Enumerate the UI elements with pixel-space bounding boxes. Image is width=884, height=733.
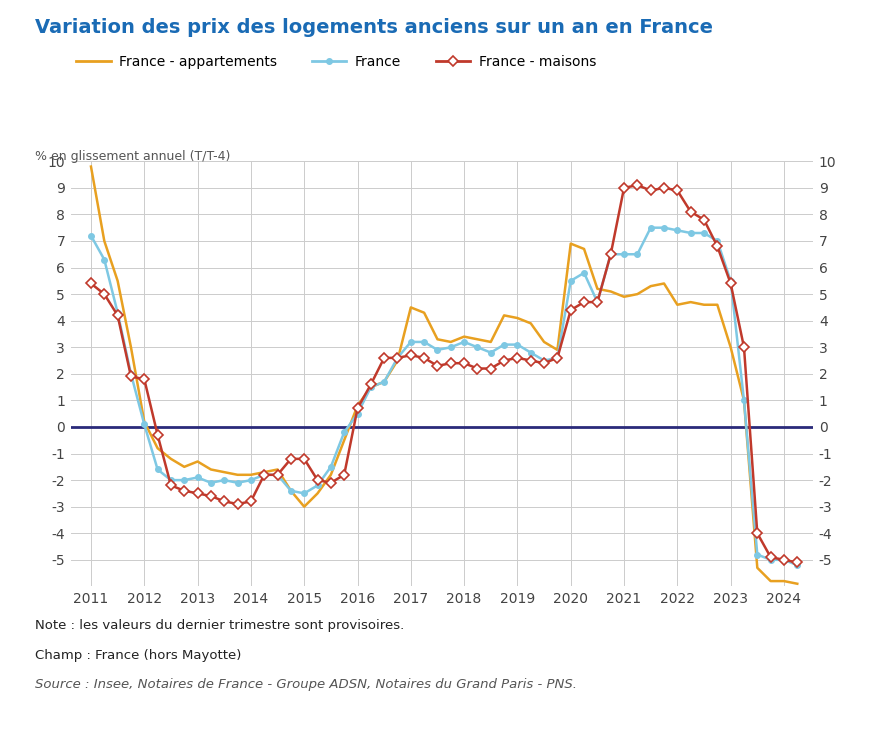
Text: Source : Insee, Notaires de France - Groupe ADSN, Notaires du Grand Paris - PNS.: Source : Insee, Notaires de France - Gro… (35, 678, 577, 691)
Text: % en glissement annuel (T/T-4): % en glissement annuel (T/T-4) (35, 150, 231, 163)
Legend: France - appartements, France, France - maisons: France - appartements, France, France - … (70, 49, 602, 74)
Text: Note : les valeurs du dernier trimestre sont provisoires.: Note : les valeurs du dernier trimestre … (35, 619, 405, 633)
Text: Champ : France (hors Mayotte): Champ : France (hors Mayotte) (35, 649, 241, 662)
Text: Variation des prix des logements anciens sur un an en France: Variation des prix des logements anciens… (35, 18, 713, 37)
